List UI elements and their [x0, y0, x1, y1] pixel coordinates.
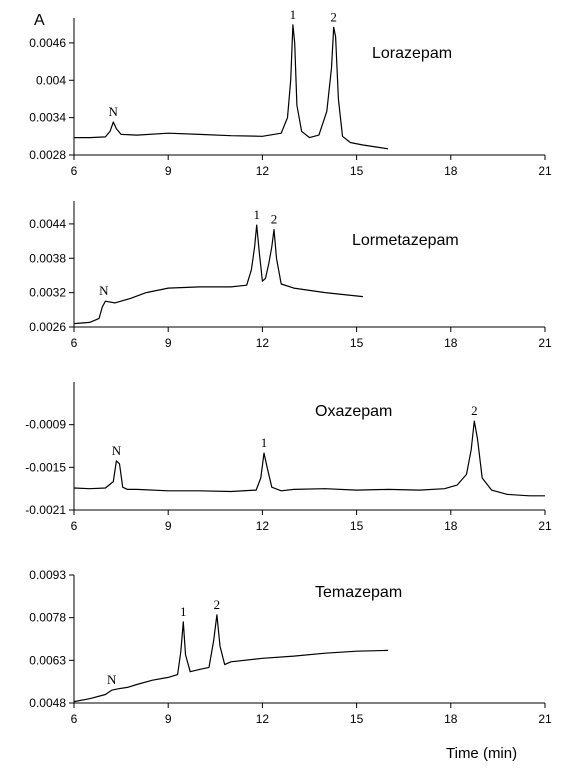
- x-tick-label: 21: [538, 712, 552, 726]
- x-tick-label: 21: [538, 164, 552, 178]
- drug-name-label: Temazepam: [315, 584, 402, 601]
- drug-name-label: Lorazepam: [372, 45, 452, 62]
- x-tick-label: 6: [71, 336, 78, 350]
- x-tick-label: 15: [350, 164, 364, 178]
- y-tick-label: 0.004: [36, 73, 66, 87]
- peak-label: 1: [261, 435, 268, 450]
- peak-label: 1: [253, 207, 260, 222]
- y-tick-label: 0.0044: [29, 217, 66, 231]
- x-tick-label: 6: [71, 164, 78, 178]
- x-tick-label: 12: [256, 336, 270, 350]
- x-tick-label: 18: [444, 164, 458, 178]
- x-tick-label: 15: [350, 336, 364, 350]
- x-tick-label: 15: [350, 712, 364, 726]
- x-tick-label: 12: [256, 712, 270, 726]
- x-tick-label: 21: [538, 336, 552, 350]
- x-axis-title: Time (min): [446, 745, 517, 762]
- drug-name-label: Oxazepam: [315, 403, 392, 420]
- x-tick-label: 12: [256, 519, 270, 533]
- x-tick-label: 9: [165, 519, 172, 533]
- x-tick-label: 9: [165, 336, 172, 350]
- y-tick-label: 0.0048: [29, 696, 66, 710]
- chromatogram-trace: [73, 224, 363, 325]
- peak-label: 2: [271, 212, 278, 227]
- y-tick-label: 0.0063: [29, 653, 66, 667]
- x-tick-label: 15: [350, 519, 364, 533]
- peak-label: N: [112, 443, 122, 458]
- peak-label: N: [99, 283, 109, 298]
- chromatogram-trace: [73, 614, 389, 703]
- peak-label: 2: [330, 9, 337, 24]
- x-tick-label: 18: [444, 519, 458, 533]
- y-tick-label: -0.0021: [25, 503, 66, 517]
- x-tick-label: 6: [71, 712, 78, 726]
- peak-label: N: [107, 672, 117, 687]
- x-tick-label: 21: [538, 519, 552, 533]
- peak-label: 2: [214, 597, 221, 612]
- peak-label: 1: [180, 604, 187, 619]
- y-tick-label: -0.0009: [25, 418, 66, 432]
- y-tick-label: 0.0093: [29, 568, 66, 582]
- y-tick-label: 0.0026: [29, 320, 66, 334]
- peak-label: 2: [471, 403, 478, 418]
- panel-letter: A: [34, 12, 45, 29]
- y-tick-label: 0.0046: [29, 36, 66, 50]
- peak-label: 1: [290, 7, 297, 22]
- chart-panel-2: 0.0026 0.0032 0.0038 0.0044 6 9 12 15 18 21 N 1 2 Lor…: [29, 201, 552, 350]
- y-tick-label: -0.0015: [25, 460, 66, 474]
- chromatogram-trace: [74, 24, 389, 150]
- x-tick-label: 18: [444, 336, 458, 350]
- x-tick-label: 9: [165, 712, 172, 726]
- chromatogram-trace: [73, 420, 545, 497]
- x-tick-label: 12: [256, 164, 270, 178]
- x-tick-label: 18: [444, 712, 458, 726]
- y-tick-label: 0.0034: [29, 111, 66, 125]
- y-tick-label: 0.0078: [29, 611, 66, 625]
- y-tick-label: 0.0038: [29, 251, 66, 265]
- peak-label: N: [109, 104, 119, 119]
- x-tick-label: 6: [71, 519, 78, 533]
- y-tick-label: 0.0032: [29, 286, 66, 300]
- drug-name-label: Lormetazepam: [352, 232, 459, 249]
- y-tick-label: 0.0028: [29, 148, 66, 162]
- x-tick-label: 9: [165, 164, 172, 178]
